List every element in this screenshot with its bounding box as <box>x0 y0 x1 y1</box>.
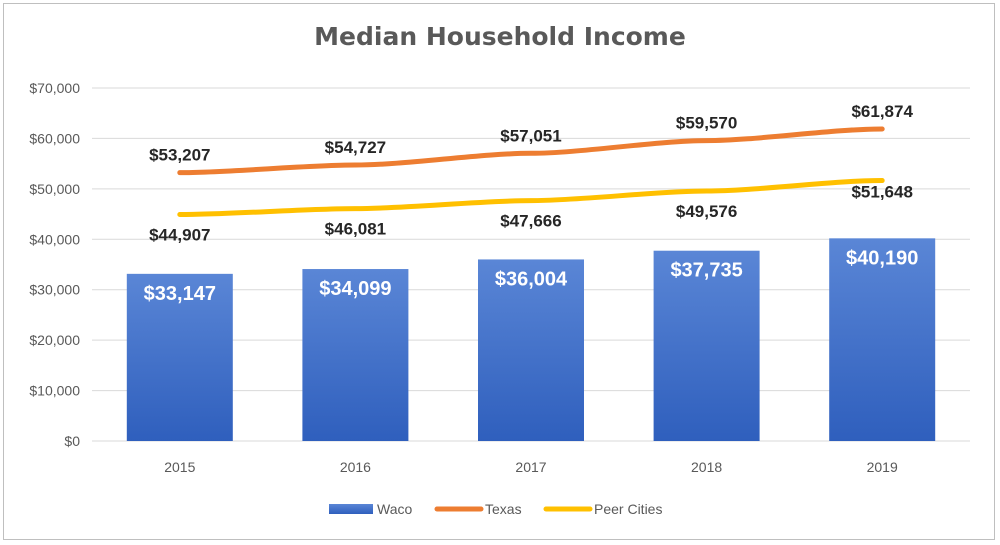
data-label: $36,004 <box>495 268 568 290</box>
data-label: $57,051 <box>500 126 561 145</box>
legend-swatch-waco <box>329 504 373 514</box>
legend-label-waco: Waco <box>377 501 412 517</box>
y-tick-label: $60,000 <box>29 130 80 146</box>
x-tick-label: 2019 <box>867 459 898 475</box>
y-tick-label: $70,000 <box>29 80 80 96</box>
y-tick-label: $20,000 <box>29 332 80 348</box>
line-texas <box>177 126 885 176</box>
y-tick-label: $40,000 <box>29 231 80 247</box>
chart-title: Median Household Income <box>314 22 686 51</box>
legend-label-peer-cities: Peer Cities <box>594 501 662 517</box>
data-label: $33,147 <box>144 283 216 305</box>
bar-waco <box>829 238 936 441</box>
x-tick-label: 2017 <box>515 459 546 475</box>
data-label: $54,727 <box>325 138 386 157</box>
data-label: $61,874 <box>851 102 913 121</box>
x-tick-label: 2016 <box>340 459 371 475</box>
bar-waco <box>126 273 233 441</box>
bar-waco <box>478 259 584 441</box>
legend-label-texas: Texas <box>485 501 522 517</box>
x-tick-label: 2018 <box>691 459 722 475</box>
data-label: $49,576 <box>676 202 737 221</box>
data-label: $34,099 <box>319 278 391 300</box>
line-peer-cities <box>177 178 885 218</box>
data-label: $47,666 <box>500 212 561 231</box>
data-label: $53,207 <box>149 146 210 165</box>
y-tick-label: $30,000 <box>29 282 80 298</box>
bar-waco <box>653 250 760 441</box>
x-tick-label: 2015 <box>164 459 195 475</box>
data-label: $44,907 <box>149 226 210 245</box>
data-label: $59,570 <box>676 114 737 133</box>
bar-waco <box>302 269 409 441</box>
data-label: $46,081 <box>325 220 386 239</box>
data-label: $37,735 <box>670 260 742 282</box>
data-label: $40,190 <box>846 247 918 269</box>
y-tick-label: $10,000 <box>29 383 80 399</box>
data-label: $51,648 <box>851 183 912 202</box>
y-tick-label: $50,000 <box>29 181 80 197</box>
y-tick-label: $0 <box>64 433 80 449</box>
